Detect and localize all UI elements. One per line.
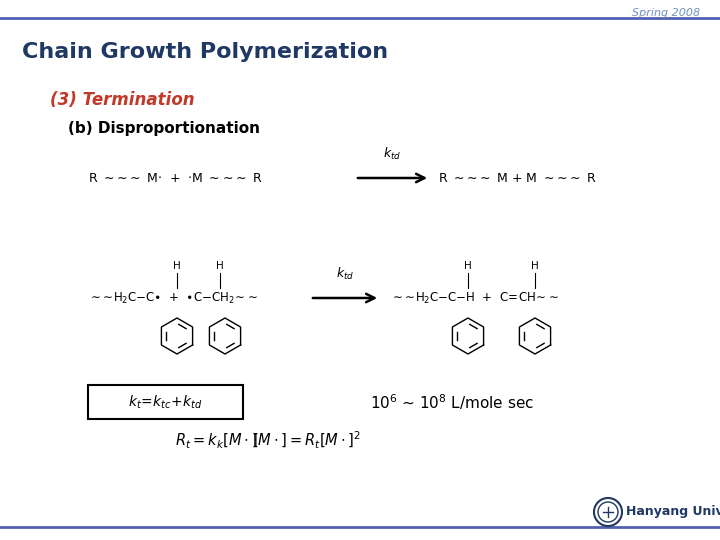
Text: H: H — [531, 261, 539, 271]
Text: H: H — [464, 261, 472, 271]
Text: Spring 2008: Spring 2008 — [632, 8, 700, 18]
Text: R $\sim\!\sim\!\sim$ M$\cdot$  +  $\cdot$M $\sim\!\sim\!\sim$ R: R $\sim\!\sim\!\sim$ M$\cdot$ + $\cdot$M… — [88, 172, 263, 185]
Text: $R_t = k_k \left[ M \cdot \right]\!\!\left[ M \cdot \right] = R_t \left[ M \cdot: $R_t = k_k \left[ M \cdot \right]\!\!\le… — [175, 429, 361, 450]
Text: (3) Termination: (3) Termination — [50, 91, 194, 109]
Text: Hanyang Univ: Hanyang Univ — [626, 505, 720, 518]
Text: H: H — [216, 261, 224, 271]
Text: Chain Growth Polymerization: Chain Growth Polymerization — [22, 42, 388, 62]
Text: $\sim\!\sim\!$H$_2$C$-$C$-$H  +  C$\!=\!$CH$\!\sim\!\sim$: $\sim\!\sim\!$H$_2$C$-$C$-$H + C$\!=\!$C… — [390, 291, 559, 306]
Bar — [88, 385, 243, 419]
Text: $\sim\!\sim\!$H$_2$C$-$C$\bullet$  +  $\bullet$C$-$CH$_2\!\sim\!\sim$: $\sim\!\sim\!$H$_2$C$-$C$\bullet$ + $\bu… — [88, 291, 258, 306]
Text: (b) Disproportionation: (b) Disproportionation — [68, 120, 260, 136]
Text: $k_{td}$: $k_{td}$ — [336, 266, 354, 282]
Text: R $\sim\!\sim\!\sim$ M + M $\sim\!\sim\!\sim$ R: R $\sim\!\sim\!\sim$ M + M $\sim\!\sim\!… — [438, 172, 597, 185]
Text: $10^6$ ~ $10^8$ L/mole sec: $10^6$ ~ $10^8$ L/mole sec — [370, 392, 534, 412]
Text: $k_{td}$: $k_{td}$ — [383, 146, 401, 162]
Text: $k_t\!=\!k_{tc}\!+\!k_{td}$: $k_t\!=\!k_{tc}\!+\!k_{td}$ — [128, 393, 203, 411]
Text: H: H — [173, 261, 181, 271]
